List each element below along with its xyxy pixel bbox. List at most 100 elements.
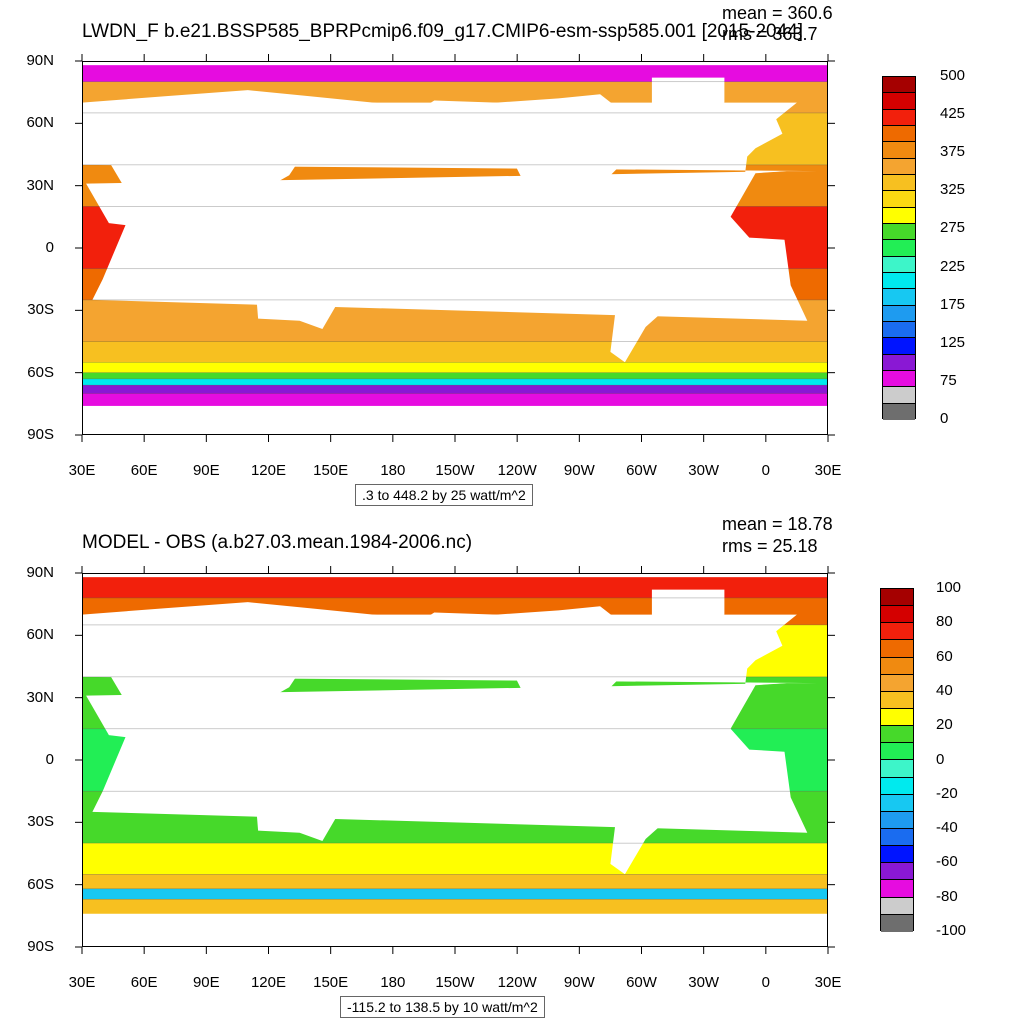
colorbar-swatch [883, 321, 915, 339]
x-tick-label: 150E [313, 462, 349, 479]
continent-south-america [598, 227, 694, 363]
x-tick-label: 90E [192, 462, 220, 479]
colorbar-label: 325 [940, 181, 966, 199]
colorbar-swatch [883, 223, 915, 241]
y-tick-label: 30N [26, 176, 54, 194]
top-panel: LWDN_F b.e21.BSSP585_BPRPcmip6.f09_g17.C… [26, 3, 966, 506]
colorbar-swatch [883, 142, 915, 159]
colorbar-label: 100 [936, 579, 962, 596]
colorbar-label: 225 [940, 257, 966, 275]
zone-band-9 [82, 372, 828, 379]
x-tick-label: 120W [497, 974, 537, 991]
x-tick-label: 0 [761, 462, 770, 479]
colorbar-label: 80 [936, 613, 953, 631]
colorbar-label: 175 [940, 295, 966, 313]
colorbar-swatch [883, 403, 915, 420]
x-tick-label: 90W [563, 974, 595, 991]
y-tick-label: 30S [27, 813, 54, 831]
colorbar-swatch [883, 387, 915, 404]
zone-band-6 [82, 843, 828, 875]
bottom-map-frame [82, 573, 828, 947]
zone-band-10 [82, 378, 828, 386]
colorbar-label: 275 [940, 219, 966, 237]
x-tick-label: 180 [380, 462, 406, 479]
colorbar-swatch [881, 691, 913, 709]
colorbar-label: 425 [940, 105, 966, 123]
zone-band-11 [82, 385, 828, 394]
x-tick-label: 150W [435, 974, 475, 991]
colorbar-swatch [881, 640, 913, 658]
colorbar-label: 0 [940, 410, 949, 427]
x-tick-label: 30E [68, 462, 96, 479]
colorbar-label: 375 [940, 143, 966, 161]
continent-north-america [417, 606, 638, 742]
colorbar-swatch [881, 708, 913, 727]
x-tick-label: 30W [688, 974, 720, 991]
colorbar-swatch [881, 880, 913, 898]
y-tick-label: 60N [26, 114, 54, 132]
colorbar-label: 75 [940, 371, 957, 389]
colorbar-swatch [883, 289, 915, 306]
x-tick-label: 60W [626, 462, 657, 479]
colorbar-label: 20 [936, 716, 953, 734]
colorbar-label: 125 [940, 333, 966, 351]
colorbar-swatch [883, 338, 915, 355]
y-tick-label: 30N [26, 688, 54, 706]
colorbar-swatch [883, 174, 915, 192]
x-tick-label: 30W [688, 462, 720, 479]
colorbar-swatch [883, 256, 915, 273]
colorbar-swatch [881, 674, 913, 692]
colorbar-swatch [883, 272, 915, 290]
x-tick-label: 120E [250, 974, 287, 991]
colorbar-swatch [881, 760, 913, 778]
y-tick-label: 90N [26, 52, 54, 69]
y-tick-label: 60N [26, 626, 54, 644]
x-tick-label: 150W [435, 462, 475, 479]
x-tick-label: 90E [192, 974, 220, 991]
x-tick-label: 30E [814, 462, 842, 479]
zone-band-7 [82, 341, 828, 363]
colorbar-label: -60 [936, 853, 958, 871]
colorbar-swatch [883, 370, 915, 388]
x-tick-label: 90W [563, 462, 595, 479]
y-tick-label: 90N [26, 564, 54, 581]
x-tick-label: 150E [313, 974, 349, 991]
colorbar-swatch [883, 354, 915, 371]
colorbar-swatch [881, 846, 913, 864]
colorbar-swatch [883, 207, 915, 224]
zone-band-9 [82, 899, 828, 914]
x-tick-label: 120E [250, 462, 287, 479]
colorbar-swatch [883, 93, 915, 110]
colorbar-label: 500 [940, 67, 966, 84]
y-tick-label: 0 [45, 751, 54, 768]
colorbar-swatch [881, 863, 913, 881]
colorbar-label: -40 [936, 819, 958, 837]
colorbar-label: 0 [936, 750, 945, 768]
x-tick-label: 60W [626, 974, 657, 991]
colorbar-swatch [881, 623, 913, 641]
zone-band-0 [82, 577, 828, 598]
zone-band-8 [82, 362, 828, 373]
colorbar-swatch [881, 914, 913, 932]
y-tick-label: 90S [27, 938, 54, 955]
continent-antarctica [82, 410, 828, 435]
top-title: LWDN_F b.e21.BSSP585_BPRPcmip6.f09_g17.C… [82, 21, 803, 42]
colorbar-swatch [881, 828, 913, 847]
x-tick-label: 0 [761, 974, 770, 991]
bottom-mean-stat: mean = 18.78 [722, 514, 833, 534]
y-tick-label: 0 [45, 239, 54, 256]
bottom-panel: MODEL - OBS (a.b27.03.mean.1984-2006.nc)… [0, 512, 1024, 1024]
bottom-title: MODEL - OBS (a.b27.03.mean.1984-2006.nc) [82, 532, 473, 553]
colorbar-label: -100 [936, 922, 967, 939]
continent-europe [82, 102, 818, 174]
zone-band-0 [82, 65, 828, 82]
colorbar-swatch [881, 743, 913, 761]
y-tick-label: 30S [27, 301, 54, 319]
top-mean-stat: mean = 360.6 [722, 3, 833, 23]
y-tick-label: 60S [27, 363, 54, 381]
colorbar-swatch [883, 158, 915, 175]
colorbar-swatch [881, 777, 913, 795]
continent-australia [256, 782, 337, 841]
x-tick-label: 30E [68, 974, 96, 991]
continent-antarctica [82, 922, 828, 947]
